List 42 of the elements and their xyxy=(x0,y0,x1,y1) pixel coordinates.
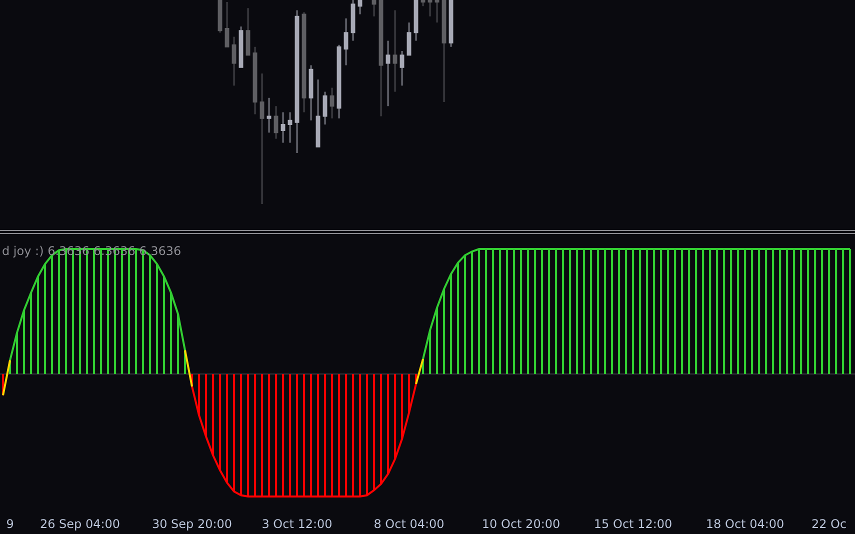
candlestick xyxy=(392,10,398,92)
x-tick-label: 26 Sep 04:00 xyxy=(40,517,120,531)
candlestick xyxy=(330,87,334,119)
candlestick xyxy=(294,10,300,154)
candlestick xyxy=(224,2,230,48)
x-tick-label: 10 Oct 20:00 xyxy=(482,517,560,531)
candlestick xyxy=(420,0,426,7)
candlestick xyxy=(280,112,286,144)
x-tick-label: 22 Oc xyxy=(811,517,847,531)
candlestick xyxy=(308,64,314,121)
candlestick xyxy=(414,0,418,42)
x-tick-label: 18 Oct 04:00 xyxy=(706,517,784,531)
candlestick xyxy=(448,0,454,48)
candlestick xyxy=(344,18,348,66)
candlestick xyxy=(302,12,306,113)
candlestick xyxy=(400,50,404,86)
candlestick xyxy=(246,8,250,56)
candlestick xyxy=(386,40,390,107)
candlestick xyxy=(378,0,384,117)
candlestick xyxy=(358,0,362,15)
candlestick xyxy=(260,72,264,204)
candlestick xyxy=(252,46,258,115)
candlestick xyxy=(350,0,356,42)
candlestick xyxy=(316,79,320,148)
x-tick-label: 8 Oct 04:00 xyxy=(374,517,444,531)
x-tick-label: 9 xyxy=(6,517,14,531)
candlestick xyxy=(372,0,376,17)
candlestick xyxy=(218,0,222,34)
candlestick xyxy=(406,22,412,56)
candlestick xyxy=(232,36,236,86)
candlestick xyxy=(322,91,328,125)
candlestick xyxy=(288,112,292,144)
candlestick xyxy=(274,106,278,140)
candlestick xyxy=(238,26,244,68)
x-tick-label: 15 Oct 12:00 xyxy=(594,517,672,531)
candlestick xyxy=(266,97,272,134)
x-tick-label: 30 Sep 20:00 xyxy=(152,517,232,531)
x-tick-label: 3 Oct 12:00 xyxy=(262,517,332,531)
candlestick xyxy=(336,44,342,119)
candlestick xyxy=(434,0,440,23)
candlestick xyxy=(428,0,432,17)
candlestick xyxy=(442,0,446,102)
